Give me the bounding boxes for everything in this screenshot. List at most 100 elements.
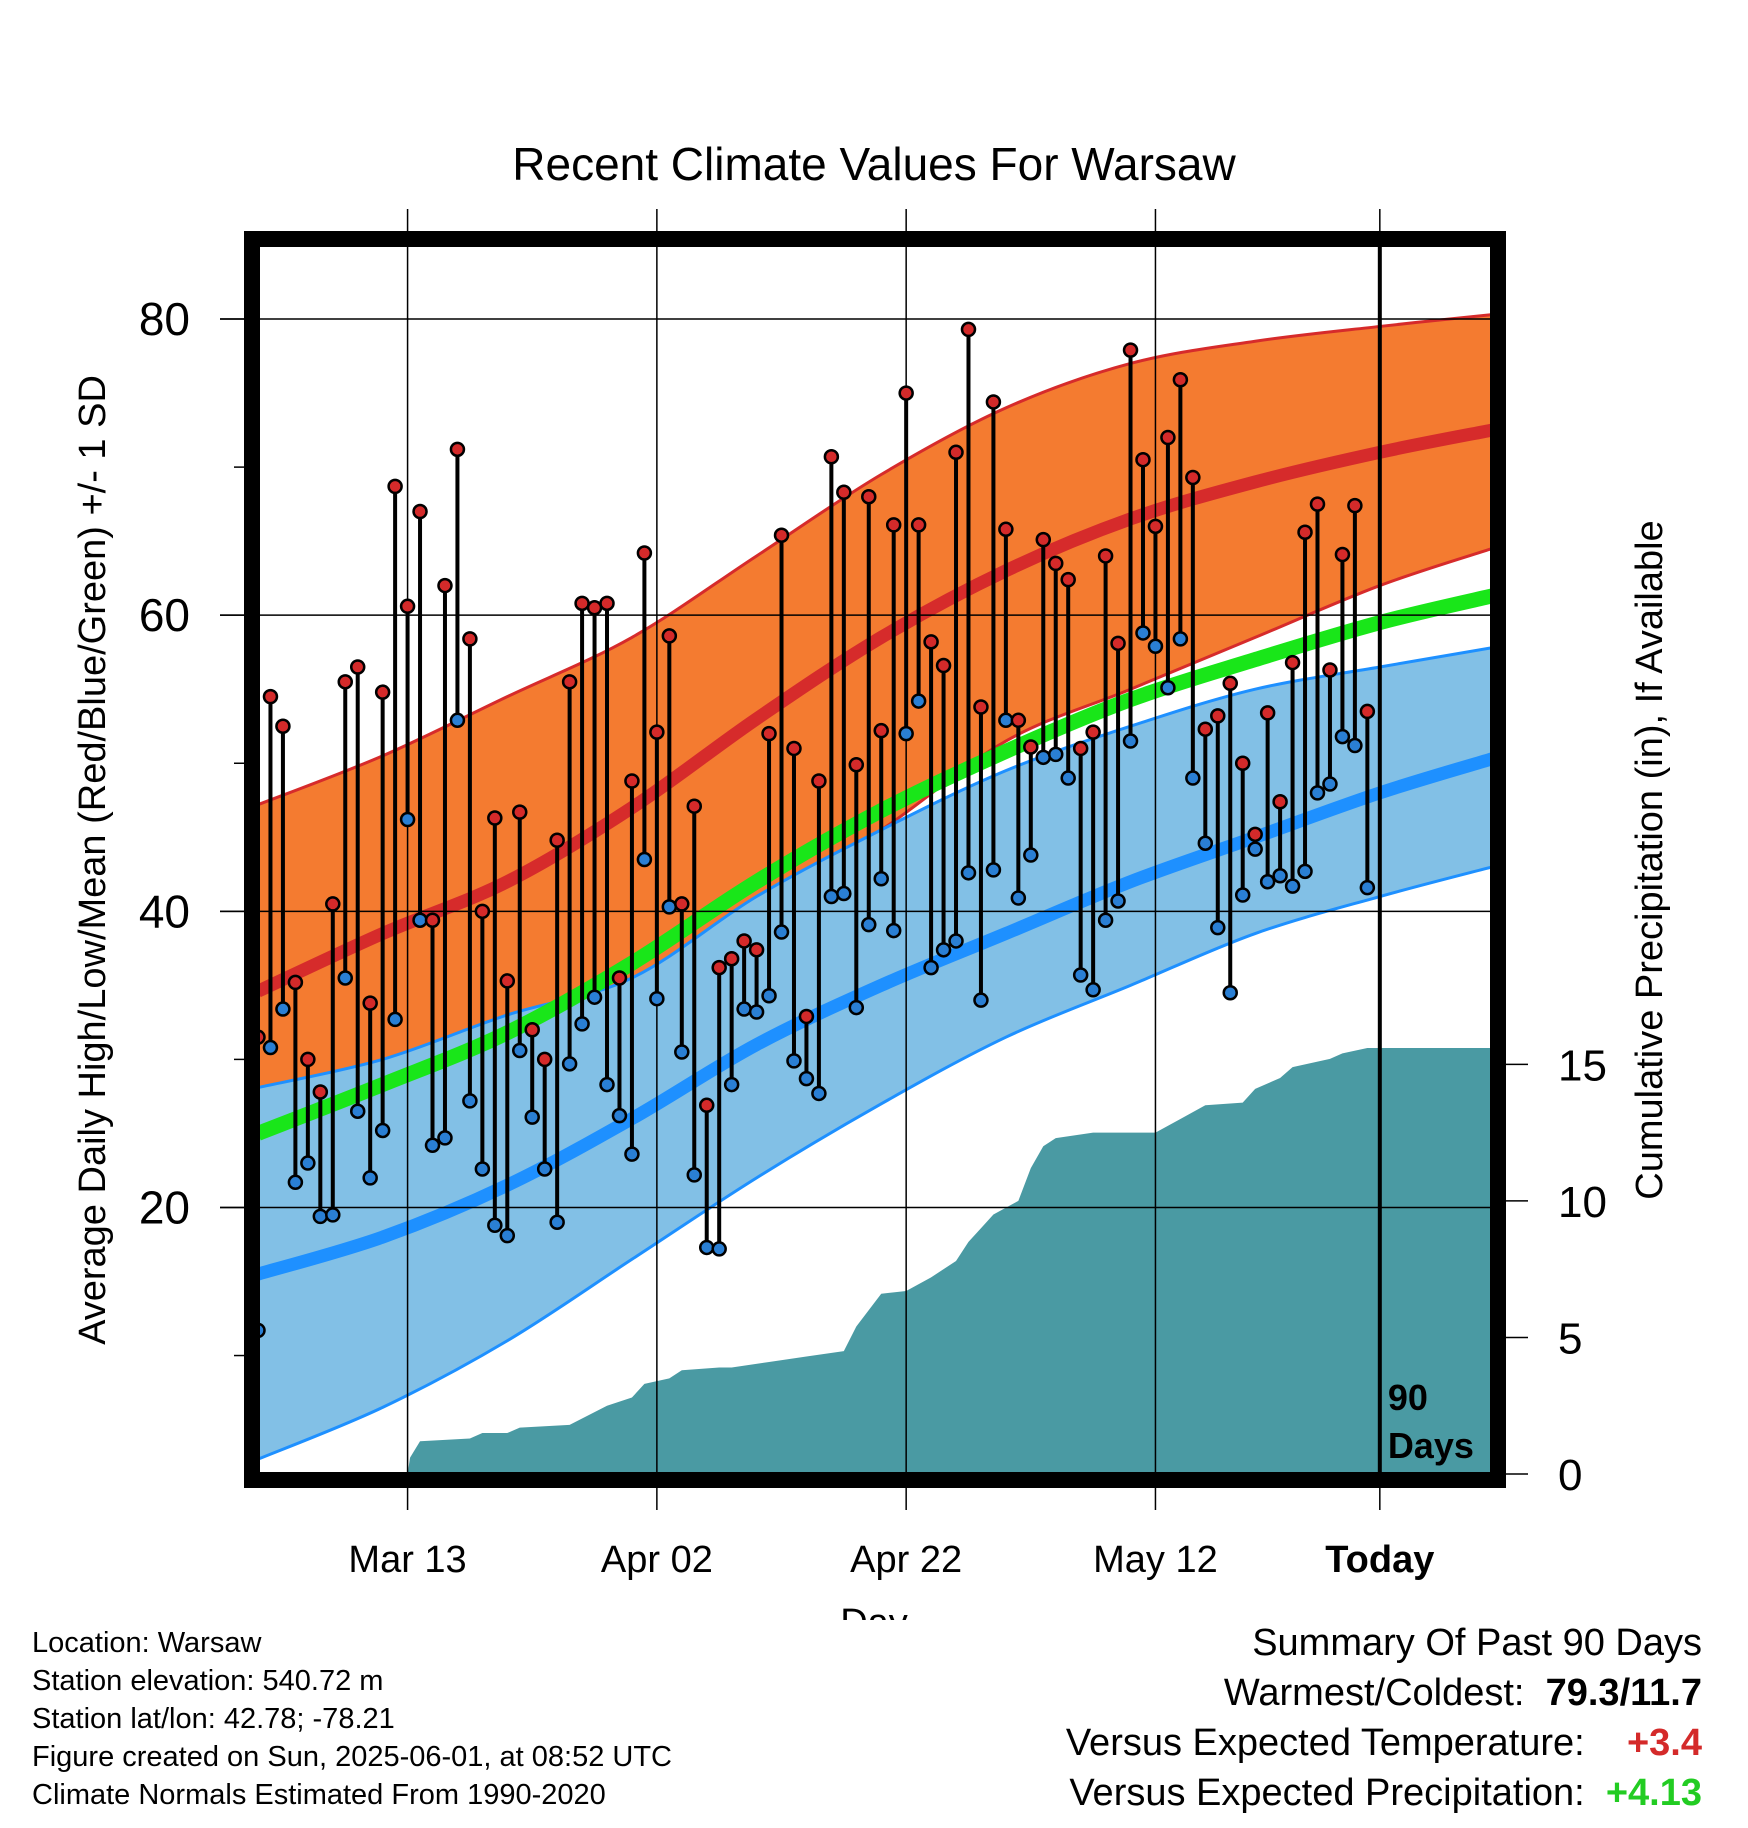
daily-low-point — [524, 1109, 540, 1125]
normal-low-band — [258, 647, 1492, 1460]
daily-high-point — [574, 595, 590, 612]
daily-high-point — [512, 804, 528, 820]
temp-departure-row: Versus Expected Temperature: +3.4 — [1066, 1718, 1702, 1768]
daily-high-point — [1272, 794, 1288, 810]
daily-high-point — [923, 634, 939, 650]
daily-high-point — [761, 725, 777, 742]
daily-high-point — [1259, 705, 1276, 721]
daily-low-point — [549, 1214, 565, 1231]
daily-high-point — [1247, 826, 1263, 843]
daily-low-point — [325, 1207, 341, 1223]
daily-low-point — [910, 693, 927, 709]
daily-high-point — [362, 995, 378, 1011]
precip-departure-value: +4.13 — [1605, 1772, 1702, 1814]
daily-high-point — [960, 321, 977, 338]
daily-low-point — [1234, 887, 1251, 903]
summary-panel: Summary Of Past 90 Days Warmest/Coldest:… — [1066, 1618, 1702, 1818]
x-tick-label: Apr 22 — [850, 1539, 962, 1581]
plot-interior: 90 Days — [258, 245, 1492, 1474]
daily-low-point — [624, 1146, 640, 1162]
daily-low-point — [898, 725, 914, 742]
y2-tick-label: 0 — [1558, 1451, 1582, 1500]
daily-low-point — [362, 1170, 378, 1186]
y2-tick-label: 15 — [1558, 1041, 1607, 1090]
daily-high-point — [1072, 740, 1089, 757]
daily-low-point — [1309, 785, 1326, 801]
daily-high-point — [449, 441, 466, 458]
daily-low-point — [1222, 985, 1238, 1001]
daily-low-point — [287, 1174, 304, 1191]
daily-low-point — [873, 870, 889, 887]
daily-high-point — [773, 527, 790, 543]
daily-low-point — [1035, 749, 1052, 766]
daily-high-point — [973, 699, 989, 715]
daily-low-point — [736, 1001, 752, 1017]
daily-high-point — [885, 517, 902, 533]
daily-high-point — [811, 773, 827, 789]
daily-low-point — [599, 1076, 615, 1093]
daily-high-point — [561, 674, 578, 690]
daily-low-point — [686, 1167, 703, 1183]
daily-low-point — [786, 1053, 802, 1069]
y-tick-label: 40 — [139, 885, 190, 937]
normal-high-line — [258, 423, 1492, 998]
daily-high-point — [1172, 371, 1189, 388]
daily-high-point — [1347, 497, 1363, 514]
daily-high-point — [374, 684, 391, 700]
daily-low-point — [487, 1217, 503, 1233]
daily-low-point — [1147, 638, 1164, 655]
created-text: Figure created on Sun, 2025-06-01, at 08… — [32, 1741, 672, 1773]
x-tick-label: Mar 13 — [348, 1539, 466, 1581]
daily-low-point — [1023, 847, 1039, 863]
daily-high-point — [861, 488, 877, 505]
daily-high-point — [1122, 342, 1139, 358]
daily-low-point — [674, 1044, 690, 1060]
daily-high-point — [1222, 675, 1238, 692]
daily-low-point — [536, 1161, 553, 1177]
daily-low-point — [798, 1070, 815, 1087]
daily-low-point — [885, 922, 902, 939]
latlon-text: Station lat/lon: 42.78; -78.21 — [32, 1703, 395, 1735]
daily-low-point — [836, 885, 852, 902]
daily-high-point — [1035, 531, 1052, 548]
today-days-label: Days — [1388, 1425, 1474, 1466]
daily-high-point — [549, 832, 565, 849]
daily-high-point — [723, 950, 740, 967]
daily-high-point — [624, 773, 640, 789]
precip-departure-row: Versus Expected Precipitation: +4.13 — [1066, 1768, 1702, 1818]
daily-low-point — [998, 712, 1014, 729]
daily-high-point — [300, 1051, 316, 1068]
daily-high-point — [985, 394, 1002, 410]
daily-low-point — [661, 899, 678, 915]
daily-high-point — [1160, 429, 1176, 446]
daily-high-point — [1334, 546, 1351, 563]
daily-low-point — [337, 970, 354, 986]
daily-high-point — [349, 659, 366, 675]
daily-high-point — [611, 970, 628, 986]
normal-low-line — [258, 752, 1492, 1281]
daily-low-point — [935, 942, 952, 958]
daily-high-point — [823, 448, 840, 465]
daily-high-point — [1147, 518, 1164, 535]
daily-low-point — [1247, 841, 1263, 857]
y-tick-label: 20 — [139, 1181, 190, 1233]
daily-high-point — [948, 444, 964, 461]
y2-tick-label: 5 — [1558, 1314, 1582, 1363]
plot-frame — [244, 231, 1506, 1488]
daily-low-point — [1097, 912, 1114, 928]
daily-low-point — [711, 1241, 727, 1257]
daily-low-point — [300, 1155, 316, 1171]
daily-high-point — [462, 631, 478, 647]
daily-high-point — [287, 974, 304, 991]
daily-low-point — [948, 933, 964, 949]
daily-high-point — [1210, 708, 1226, 724]
daily-low-point — [748, 1004, 765, 1020]
daily-high-point — [1110, 635, 1126, 652]
daily-high-point — [1185, 469, 1201, 486]
daily-low-point — [1322, 776, 1338, 792]
y-axis-label: Average Daily High/Low/Mean (Red/Blue/Gr… — [72, 375, 114, 1345]
daily-high-point — [848, 756, 865, 773]
y2-axis-label: Cumulative Precipitation (in), If Availa… — [1629, 520, 1671, 1199]
daily-low-point — [512, 1042, 528, 1059]
daily-high-point — [935, 657, 952, 674]
